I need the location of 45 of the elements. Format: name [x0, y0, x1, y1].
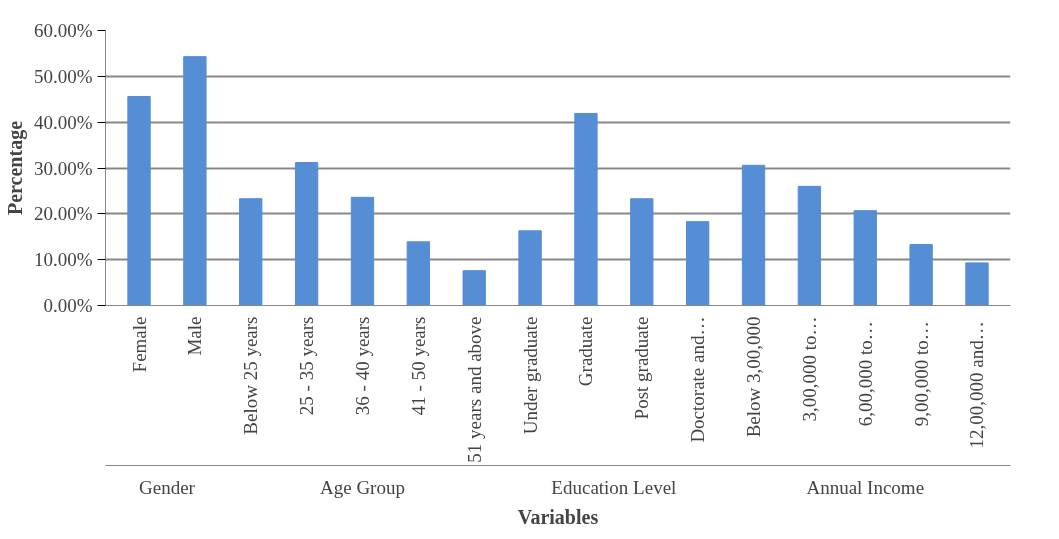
x-tick-label: 51 years and above	[463, 316, 485, 463]
bar	[797, 185, 822, 306]
bar	[630, 198, 654, 306]
y-tick-label: 60.00%	[33, 20, 93, 41]
x-tick-label: Under graduate	[519, 316, 541, 435]
x-tick-label: 36 - 40 years	[351, 316, 373, 416]
y-tick-label: 30.00%	[33, 157, 93, 179]
bar	[741, 164, 766, 306]
bar	[127, 96, 151, 306]
x-tick-label: Post graduate	[631, 316, 653, 420]
bar	[350, 196, 375, 306]
text: Gender	[138, 476, 196, 498]
x-tick-label: Graduate	[575, 316, 597, 387]
y-tick-label: 10.00%	[33, 249, 93, 271]
bar	[239, 198, 263, 306]
bar	[685, 221, 710, 306]
y-tick-label: 0.00%	[43, 295, 93, 316]
x-tick-label: Doctorate and…	[687, 316, 709, 443]
y-tick-label: 50.00%	[33, 65, 93, 87]
text: Annual Income	[806, 476, 925, 498]
bar	[909, 244, 933, 306]
x-tick-label: 25 - 35 years	[296, 316, 318, 416]
bar	[518, 230, 542, 306]
x-tick-label: Female	[128, 316, 150, 373]
x-tick-label: 3,00,000 to…	[798, 316, 820, 422]
y-tick-label: 40.00%	[33, 111, 93, 133]
bar	[574, 112, 598, 306]
x-tick-label: 12,00,000 and…	[966, 321, 988, 449]
x-tick-label: Below 25 years	[240, 316, 262, 435]
x-tick-label: 6,00,000 to…	[854, 321, 876, 427]
text: Education Level	[551, 476, 677, 498]
x-tick-label: 9,00,000 to…	[910, 321, 932, 427]
bar	[462, 270, 486, 306]
bar	[406, 241, 431, 306]
text: Age Group	[320, 476, 405, 498]
x-tick-label: 41 - 50 years	[407, 316, 429, 416]
x-tick-label: Male	[184, 316, 206, 356]
bar	[853, 210, 877, 306]
bar	[294, 162, 319, 306]
bar	[183, 56, 207, 306]
y-tick-label: 20.00%	[33, 203, 93, 225]
x-tick-label: Below 3,00,000	[743, 316, 765, 438]
y-axis-title: Percentage	[3, 120, 27, 216]
x-axis-title: Variables	[517, 505, 599, 528]
bar	[965, 262, 989, 306]
